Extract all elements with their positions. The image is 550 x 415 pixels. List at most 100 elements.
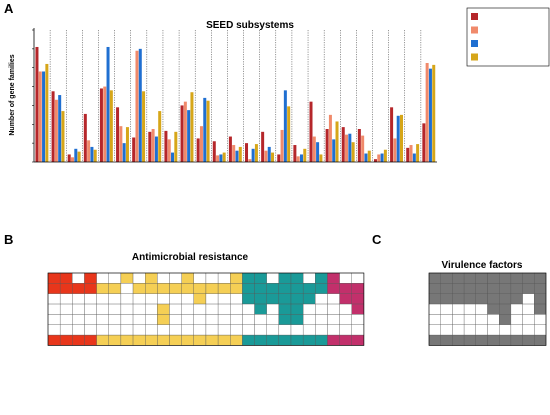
virulence-cell-soil-shell-biofilm (499, 324, 512, 336)
amr-cell-clinical-cloud-lead-resistance (278, 272, 292, 284)
bar-flexible-clinical-iron-acquisition-and-metabolism (167, 139, 171, 162)
amr-cell-clinical-shell-iron-resistance (266, 303, 280, 315)
amr-cell-persistent-aminocoumarins (96, 334, 109, 346)
virulence-cell-aquatic-shell-nutritional-metabolic-factor (463, 314, 476, 325)
bar-flexible-soil-amino-acids-and-derivatives (45, 63, 49, 162)
amr-cell-clinical-cloud-drug-and-biocide-resistance (327, 272, 340, 284)
amr-cell-aquatic-cloud-lipopeptides (181, 283, 194, 294)
legend-swatch-persistent (471, 13, 478, 20)
virulence-cell-soil-shell-exotoxin (475, 324, 488, 336)
amr-cell-persistent-phenolic-compound-resistance (84, 334, 97, 346)
virulence-cell-soil-cloud-adherence (428, 293, 441, 305)
amr-cell-soil-cloud-fluoroquinolones (157, 293, 170, 305)
amr-cell-clinical-shell-alkaline-quaternary-ammonium (47, 303, 61, 315)
amr-cell-aquatic-cloud-alkaline-quaternary-ammonium (47, 283, 61, 294)
virulence-cell-aquatic-cloud-exotoxin (475, 283, 488, 294)
virulence-cell-aquatic-cloud-effector-delivery-system (440, 283, 453, 294)
amr-cell-aquatic-shell-alkaline-quaternary-ammonium (47, 314, 61, 325)
amr-title: Antimicrobial resistance (132, 252, 249, 263)
amr-cell-soil-shell-aminoglycosides (108, 324, 122, 336)
virulence-cell-persistent-biofilm (499, 334, 512, 346)
amr-cell-aquatic-cloud-phenicol (205, 283, 219, 294)
amr-cell-soil-cloud-copper-resistance (254, 293, 267, 305)
amr-cell-clinical-shell-phenolic-compound-resistance (84, 303, 97, 315)
virulence-cell-clinical-cloud-regulation (522, 272, 535, 284)
bar-persistent-respiration (341, 127, 345, 162)
bar-flexible-aquatic-dna-metabolism (138, 48, 142, 162)
bar-flexible-aquatic-iron-acquisition-and-metabolism (171, 152, 175, 162)
amr-cell-aquatic-shell-aminoglycosides (108, 314, 122, 325)
amr-cell-aquatic-shell-tetracyclines (230, 314, 243, 325)
virulence-cell-clinical-shell-nutritional-metabolic-factor (463, 303, 476, 315)
amr-cell-clinical-shell-multi-metal-resistance (302, 303, 316, 315)
bar-flexible-clinical-respiration (345, 134, 349, 162)
amr-cell-aquatic-cloud-drug-and-biocide-resistance (327, 283, 340, 294)
virulence-cell-soil-cloud-antimicrobial-activity-competitive-advantage (510, 293, 523, 305)
amr-cell-aquatic-shell-drug-and-biocide-resistance (327, 314, 340, 325)
bar-flexible-soil-stress-response (400, 114, 403, 162)
bar-flexible-soil-sulfur-metabolism (416, 144, 420, 162)
amr-cell-soil-shell-cationic-antimicrobial-peptides (132, 324, 146, 336)
amr-cell-clinical-cloud-drug-biocide-and-metal-resistance (351, 272, 365, 284)
bar-flexible-soil-motility-and-chemotaxis (238, 146, 242, 162)
amr-cell-clinical-shell-aminoglycosides (108, 303, 122, 315)
virulence-cell-persistent-nutritional-metabolic-factor (463, 334, 476, 346)
bar-flexible-aquatic-membrane-transport (187, 110, 191, 162)
amr-cell-soil-cloud-lipopeptides (181, 293, 194, 305)
amr-cell-persistent-lead-resistance (278, 334, 292, 346)
bar-flexible-clinical-sulfur-metabolism (409, 145, 413, 162)
amr-cell-aquatic-shell-drug-and-metal-resistance (339, 314, 352, 325)
amr-cell-clinical-shell-drug-and-biocide-resistance (327, 303, 340, 315)
bar-persistent-regulation-and-cell-signaling (325, 129, 329, 162)
virulence-cell-clinical-cloud-biofilm (499, 272, 512, 284)
legend-swatch-flexible-aquatic (471, 40, 478, 47)
amr-cell-soil-shell-alkaline-quaternary-ammonium (47, 324, 61, 336)
amr-cell-clinical-cloud-aminocoumarins (96, 272, 109, 284)
virulence-cell-aquatic-shell-stress-survival (534, 314, 547, 325)
bar-flexible-aquatic-cofactors-vitamins-pigments (122, 143, 126, 162)
bar-persistent-dna-metabolism (132, 137, 136, 162)
virulence-cell-soil-cloud-stress-survival (534, 293, 547, 305)
bar-flexible-soil-carbohydrates (61, 111, 65, 162)
virulence-cell-aquatic-shell-adherence (428, 314, 441, 325)
bar-flexible-clinical-rna-metabolism (361, 135, 365, 162)
amr-cell-clinical-cloud-phenicol (205, 272, 219, 284)
bar-flexible-aquatic-miscellaneous (219, 154, 223, 162)
panel-a-seed-subsystems: A SEED subsystems Number of gene familie… (4, 1, 550, 163)
bar-flexible-soil-dna-metabolism (142, 91, 146, 162)
amr-cell-soil-shell-mercury-resistance (290, 324, 304, 336)
virulence-cell-clinical-shell-regulation (522, 303, 535, 315)
bar-persistent-miscellaneous (212, 141, 216, 162)
bar-flexible-aquatic-cell-division-and-cell-cycle (74, 148, 78, 162)
amr-cell-persistent-multi-drug-resistance (193, 334, 207, 346)
bar-flexible-clinical-virulence-disease-and-defense (425, 63, 429, 162)
amr-cell-soil-shell-peroxide-resistance (72, 324, 85, 336)
panel-b-letter: B (4, 232, 13, 247)
bar-flexible-clinical-amino-acids-and-derivatives (38, 71, 42, 162)
virulence-cell-aquatic-cloud-regulation (522, 283, 535, 294)
amr-cell-soil-cloud-chromium-resistance (242, 293, 255, 305)
amr-cell-soil-cloud-tetracyclines (230, 293, 243, 305)
virulence-cell-clinical-shell-effector-delivery-system (440, 303, 453, 315)
bar-flexible-clinical-clustering-based-subsystems (103, 86, 107, 162)
virulence-cell-soil-cloud-exotoxin (475, 293, 488, 305)
amr-cell-clinical-cloud-tellurium-resistance (315, 272, 328, 284)
amr-cell-persistent-drug-and-metal-resistance (339, 334, 352, 346)
amr-heatmap-cells (47, 272, 365, 346)
amr-cell-aquatic-cloud-aminocoumarins (96, 283, 109, 294)
amr-cell-clinical-shell-bacitracin (120, 303, 134, 315)
bar-persistent-cell-wall-and-capsule (83, 113, 87, 162)
amr-cell-persistent-cationic-antimicrobial-peptides (132, 334, 146, 346)
amr-cell-clinical-cloud-multi-metal-resistance (302, 272, 316, 284)
amr-cell-soil-cloud-aminocoumarins (96, 293, 109, 305)
bar-persistent-nitrogen-metabolism (245, 143, 249, 162)
bar-persistent-protein-metabolism (309, 101, 313, 162)
bar-flexible-aquatic-amino-acids-and-derivatives (42, 71, 46, 162)
amr-cell-aquatic-shell-lead-resistance (278, 314, 292, 325)
bar-flexible-soil-nitrogen-metabolism (254, 144, 258, 162)
virulence-cell-soil-shell-effector-delivery-system (440, 324, 453, 336)
amr-cell-soil-cloud-tellurium-resistance (315, 293, 328, 305)
bar-persistent-cofactors-vitamins-pigments (116, 107, 120, 162)
virulence-cell-soil-shell-adherence (428, 324, 441, 336)
